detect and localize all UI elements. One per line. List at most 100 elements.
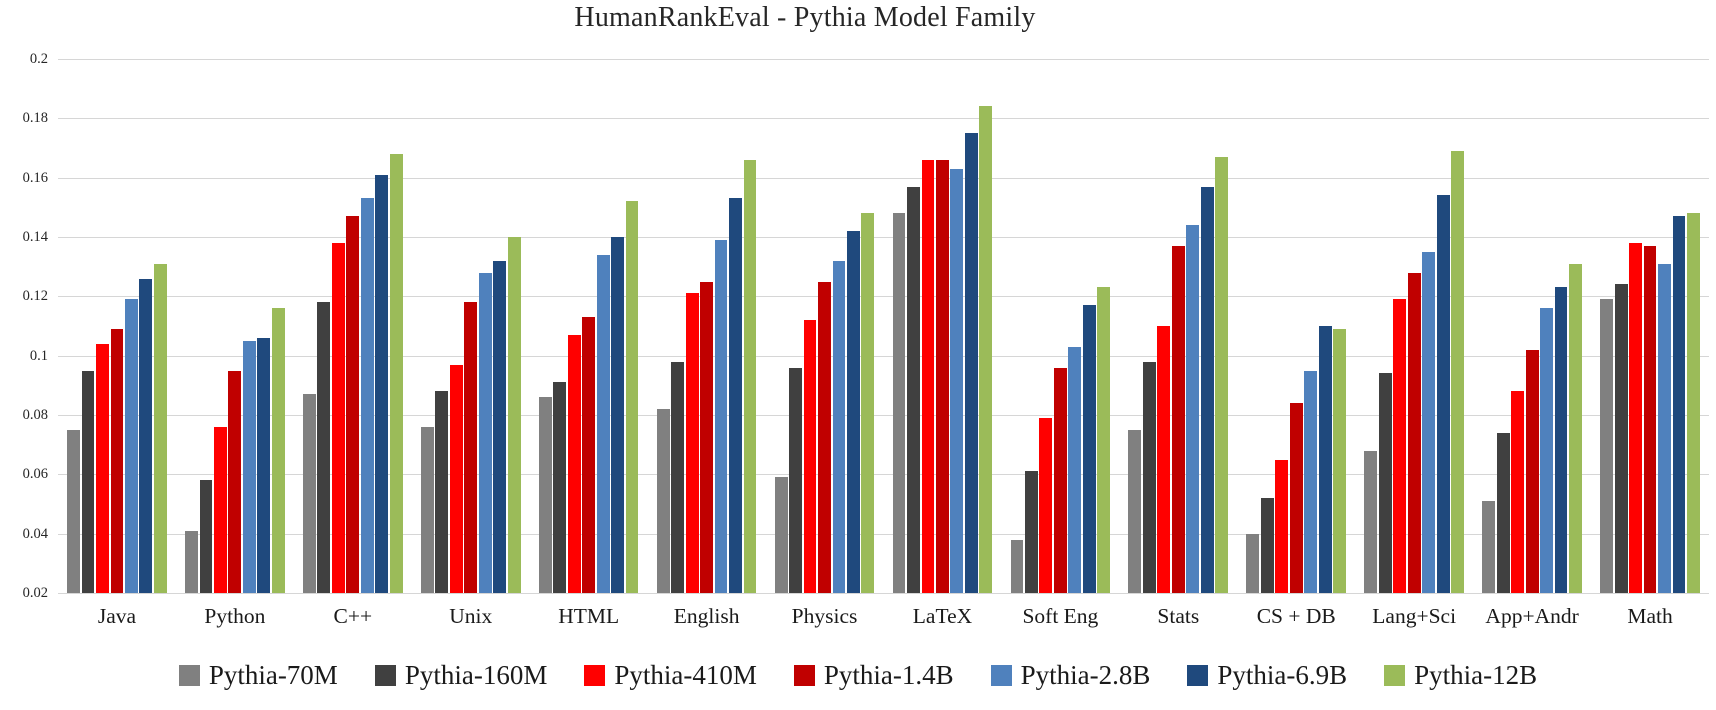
- legend: Pythia-70M Pythia-160M Pythia-410M Pythia-1…: [0, 660, 1716, 691]
- x-axis-category-label: C++: [333, 604, 373, 628]
- bar-Pythia-1.4B-Stats: [1171, 245, 1185, 593]
- bar-Pythia-12B-Unix: [507, 237, 521, 593]
- bar-Pythia-2.8B-Java: [124, 299, 138, 593]
- legend-label: Pythia-6.9B: [1217, 660, 1348, 690]
- bar-Pythia-410M-Lang+Sci: [1393, 299, 1407, 593]
- bar-Pythia-6.9B-Stats: [1200, 186, 1214, 593]
- bar-Pythia-410M-LaTeX: [921, 159, 935, 593]
- bar-Pythia-160M-Physics: [789, 367, 803, 593]
- bar-Pythia-160M-App+Andr: [1496, 432, 1510, 593]
- gridline: [58, 533, 1709, 535]
- bar-Pythia-6.9B-Soft Eng: [1082, 305, 1096, 593]
- gridline: [58, 118, 1709, 120]
- bar-Pythia-2.8B-English: [714, 239, 728, 593]
- bar-Pythia-1.4B-LaTeX: [936, 159, 949, 593]
- legend-item-Pythia-1.4B: Pythia-1.4B: [793, 660, 954, 691]
- bar-Pythia-410M-Unix: [449, 364, 463, 593]
- bar-Pythia-2.8B-Physics: [832, 260, 846, 593]
- legend-label: Pythia-12B: [1414, 660, 1538, 690]
- x-axis-category-label: Java: [97, 604, 137, 628]
- x-axis-category-label: App+Andr: [1485, 604, 1579, 628]
- bar-Pythia-1.4B-App+Andr: [1525, 349, 1539, 593]
- gridline: [58, 593, 1709, 594]
- plot-area: [58, 59, 1709, 594]
- bar-Pythia-410M-CS + DB: [1275, 459, 1289, 593]
- bar-Pythia-2.8B-CS + DB: [1304, 370, 1318, 593]
- bar-Pythia-2.8B-Lang+Sci: [1422, 251, 1436, 593]
- bar-Pythia-1.4B-Math: [1643, 245, 1657, 593]
- bar-Pythia-410M-English: [685, 293, 699, 593]
- legend-item-Pythia-2.8B: Pythia-2.8B: [990, 660, 1151, 691]
- gridline: [58, 59, 1709, 60]
- bar-Pythia-1.4B-Unix: [464, 302, 478, 593]
- gridline: [58, 237, 1709, 238]
- x-axis-category-label: English: [673, 604, 740, 628]
- bar-Pythia-12B-App+Andr: [1569, 263, 1582, 593]
- legend-swatch-icon: [990, 665, 1012, 686]
- bar-Pythia-410M-Stats: [1157, 326, 1171, 593]
- legend-item-Pythia-12B: Pythia-12B: [1384, 660, 1537, 691]
- legend-label: Pythia-410M: [614, 660, 757, 690]
- bar-Pythia-12B-CS + DB: [1333, 328, 1347, 593]
- bar-Pythia-70M-Lang+Sci: [1364, 450, 1378, 593]
- legend-item-Pythia-70M: Pythia-70M: [178, 660, 338, 691]
- bar-Pythia-2.8B-App+Andr: [1540, 308, 1553, 593]
- bar-Pythia-12B-LaTeX: [979, 106, 993, 593]
- legend-swatch-icon: [178, 665, 200, 686]
- gridline: [58, 177, 1709, 179]
- bar-Pythia-70M-English: [656, 409, 670, 593]
- bar-Pythia-6.9B-CS + DB: [1318, 326, 1332, 593]
- bar-Pythia-1.4B-C++: [346, 216, 360, 593]
- x-axis-category-label: LaTeX: [912, 604, 973, 628]
- bar-Pythia-160M-Soft Eng: [1025, 471, 1038, 593]
- bar-Pythia-410M-Math: [1629, 242, 1642, 593]
- bar-Pythia-2.8B-Stats: [1186, 225, 1200, 593]
- bar-Pythia-1.4B-Python: [228, 370, 242, 593]
- legend-label: Pythia-160M: [404, 660, 548, 690]
- bar-Pythia-160M-HTML: [553, 382, 567, 593]
- bar-Pythia-160M-Math: [1614, 284, 1628, 593]
- bar-Pythia-2.8B-LaTeX: [950, 168, 964, 593]
- chart-title: HumanRankEval - Pythia Model Family: [574, 2, 1036, 33]
- bar-Pythia-160M-Java: [81, 370, 95, 593]
- gridline: [58, 415, 1709, 416]
- gridline: [58, 355, 1709, 357]
- x-axis-category-label: Physics: [791, 604, 858, 628]
- bar-Pythia-160M-C++: [317, 302, 331, 593]
- bar-Pythia-6.9B-App+Andr: [1554, 287, 1568, 593]
- y-axis-tick-label: 0.1: [29, 347, 48, 364]
- legend-swatch-icon: [1384, 665, 1406, 686]
- x-axis-category-label: Stats: [1157, 604, 1200, 628]
- gridline: [58, 474, 1709, 476]
- bar-Pythia-1.4B-Java: [110, 328, 124, 593]
- bar-Pythia-1.4B-Lang+Sci: [1407, 272, 1421, 593]
- bar-Pythia-70M-Stats: [1128, 429, 1142, 593]
- bar-Pythia-2.8B-HTML: [596, 254, 610, 593]
- bar-Pythia-12B-Python: [271, 308, 285, 593]
- bar-Pythia-160M-LaTeX: [907, 186, 920, 593]
- legend-label: Pythia-2.8B: [1020, 660, 1151, 690]
- legend-swatch-icon: [584, 665, 606, 686]
- gridline: [58, 296, 1709, 298]
- bar-Pythia-6.9B-C++: [375, 174, 389, 593]
- bar-Pythia-1.4B-Physics: [818, 281, 831, 593]
- bar-Pythia-160M-Python: [199, 480, 213, 593]
- x-axis-category-label: HTML: [558, 604, 620, 628]
- bar-Pythia-160M-Unix: [435, 391, 449, 593]
- y-axis-tick-label: 0.12: [22, 288, 48, 305]
- legend-item-Pythia-6.9B: Pythia-6.9B: [1187, 660, 1347, 691]
- bar-Pythia-6.9B-Physics: [847, 231, 860, 593]
- bar-Pythia-70M-Python: [185, 530, 198, 593]
- bar-Pythia-160M-Stats: [1142, 361, 1156, 593]
- x-axis-category-label: Unix: [449, 604, 493, 628]
- bar-Pythia-70M-Soft Eng: [1010, 539, 1024, 593]
- bar-Pythia-2.8B-Python: [242, 340, 256, 593]
- legend-item-Pythia-160M: Pythia-160M: [374, 660, 548, 691]
- bar-Pythia-6.9B-HTML: [611, 237, 625, 593]
- legend-swatch-icon: [793, 665, 815, 686]
- bar-Pythia-70M-CS + DB: [1246, 533, 1260, 593]
- bar-Pythia-12B-C++: [389, 153, 403, 593]
- bar-Pythia-70M-App+Andr: [1482, 501, 1496, 593]
- bar-Pythia-70M-C++: [302, 394, 316, 593]
